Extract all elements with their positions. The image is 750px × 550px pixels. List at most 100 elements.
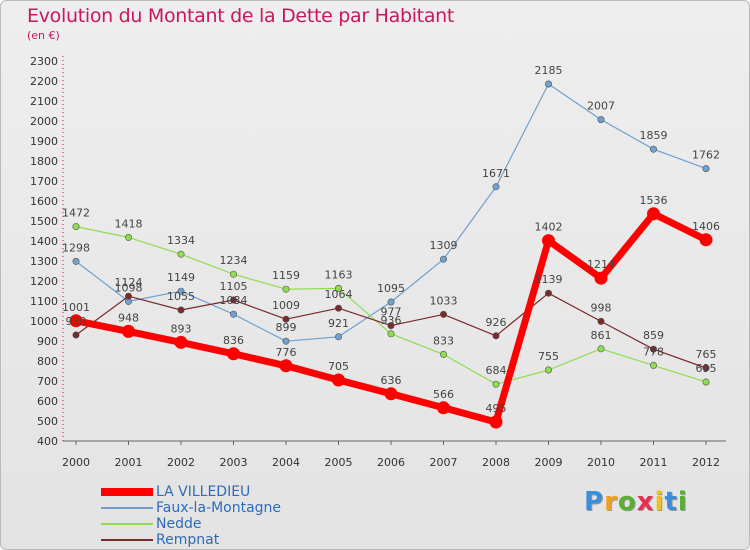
data-label: 1098 [115, 281, 143, 294]
data-point [439, 310, 447, 318]
data-point [492, 380, 500, 388]
data-label: 1034 [220, 294, 248, 307]
data-point [230, 310, 238, 318]
data-point [334, 304, 342, 312]
y-tick-label: 600 [37, 395, 58, 408]
data-label: 1234 [220, 254, 248, 267]
data-point [702, 364, 710, 372]
data-point [649, 361, 657, 369]
y-tick-label: 500 [37, 415, 58, 428]
data-label: 1214 [587, 258, 615, 271]
data-point [332, 373, 345, 387]
y-tick-label: 1900 [30, 135, 58, 148]
data-point [282, 337, 290, 345]
data-label: 977 [381, 306, 402, 319]
data-label: 859 [643, 329, 664, 342]
data-point [174, 335, 188, 349]
legend-swatch [101, 523, 153, 525]
data-label: 861 [591, 329, 612, 342]
x-tick-label: 2004 [272, 456, 300, 469]
data-point [437, 401, 450, 415]
y-tick-label: 700 [37, 375, 58, 388]
data-label: 495 [486, 402, 507, 415]
data-point [177, 306, 185, 314]
data-label: 1402 [535, 221, 563, 234]
legend-label: LA VILLEDIEU [156, 484, 251, 500]
data-point [702, 378, 710, 386]
data-label: 1009 [272, 299, 300, 312]
data-point [439, 350, 447, 358]
y-tick-label: 2300 [30, 55, 58, 68]
data-point [492, 332, 500, 340]
data-label: 926 [486, 316, 507, 329]
data-label: 1064 [325, 288, 353, 301]
data-label: 1149 [167, 271, 195, 284]
data-label: 930 [66, 315, 87, 328]
data-label: 1139 [535, 273, 563, 286]
data-point [544, 289, 552, 297]
data-label: 1472 [62, 207, 90, 220]
data-point [542, 234, 555, 248]
data-label: 684 [486, 364, 507, 377]
y-tick-label: 2200 [30, 75, 58, 88]
data-point [72, 223, 80, 231]
data-point [334, 284, 342, 292]
data-point [702, 165, 710, 173]
data-label: 1671 [482, 167, 510, 180]
data-point [439, 255, 447, 263]
data-label: 1406 [692, 220, 720, 233]
data-point [384, 387, 398, 401]
data-point [282, 285, 290, 293]
data-point [387, 322, 395, 330]
y-tick-label: 1100 [30, 295, 58, 308]
y-tick-label: 1200 [30, 275, 58, 288]
x-tick-label: 2001 [115, 456, 143, 469]
y-tick-label: 400 [37, 435, 58, 448]
data-point [597, 116, 605, 124]
data-label: 1298 [62, 241, 90, 254]
data-point [597, 317, 605, 325]
data-point [597, 345, 605, 353]
data-label: 776 [276, 346, 297, 359]
y-tick-label: 900 [37, 335, 58, 348]
data-point [387, 330, 395, 338]
data-label: 765 [696, 348, 717, 361]
data-point [72, 257, 80, 265]
legend-label: Nedde [156, 516, 202, 532]
data-point [72, 331, 80, 339]
legend-swatch [101, 488, 153, 496]
data-point [649, 145, 657, 153]
x-tick-label: 2010 [587, 456, 615, 469]
data-point [230, 270, 238, 278]
data-point [177, 287, 185, 295]
x-tick-label: 2011 [640, 456, 668, 469]
data-label: 1859 [640, 129, 668, 142]
y-tick-label: 800 [37, 355, 58, 368]
x-tick-label: 2012 [692, 456, 720, 469]
data-label: 1536 [640, 194, 668, 207]
data-point [489, 415, 503, 429]
x-tick-label: 2007 [430, 456, 458, 469]
data-point [699, 233, 713, 247]
data-label: 1124 [115, 276, 143, 289]
y-tick-label: 1600 [30, 195, 58, 208]
data-label: 948 [118, 311, 139, 324]
y-tick-label: 1400 [30, 235, 58, 248]
data-label: 778 [643, 345, 664, 358]
legend-swatch [101, 539, 153, 541]
data-point [544, 80, 552, 88]
chart-title: Evolution du Montant de la Dette par Hab… [27, 5, 455, 27]
data-label: 1163 [325, 268, 353, 281]
x-tick-label: 2003 [220, 456, 248, 469]
data-label: 833 [433, 334, 454, 347]
data-label: 936 [381, 314, 402, 327]
data-point [177, 250, 185, 258]
x-tick-label: 2005 [325, 456, 353, 469]
data-label: 1001 [62, 301, 90, 314]
data-label: 1055 [167, 290, 195, 303]
x-tick-label: 2008 [482, 456, 510, 469]
y-tick-label: 1700 [30, 175, 58, 188]
data-label: 1418 [115, 217, 143, 230]
